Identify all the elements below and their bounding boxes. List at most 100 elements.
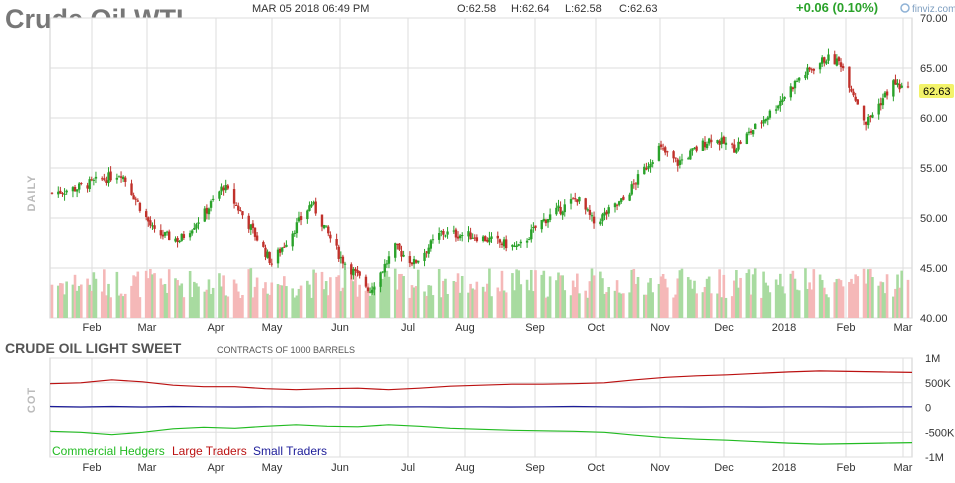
volume-bar xyxy=(636,277,640,318)
candle-body xyxy=(678,160,682,166)
candle-body xyxy=(649,163,652,168)
finviz-logo[interactable]: finviz.com xyxy=(900,3,955,15)
candle-body xyxy=(205,207,209,214)
volume-bar xyxy=(314,272,318,318)
volume-bar xyxy=(862,268,866,318)
candle-body xyxy=(555,207,558,215)
candle-body xyxy=(879,103,882,106)
candle-body xyxy=(308,205,311,211)
cot-month-tick-label: Feb xyxy=(837,462,856,474)
volume-bar xyxy=(841,286,845,318)
candle-body xyxy=(329,234,332,239)
volume-bar xyxy=(783,293,786,318)
volume-bar xyxy=(349,268,353,318)
candle-body xyxy=(239,210,242,212)
volume-bar xyxy=(56,285,60,318)
volume-bar xyxy=(320,271,324,318)
candle-body xyxy=(532,226,535,229)
volume-bar xyxy=(490,296,493,318)
candle-body xyxy=(92,179,96,181)
volume-bar xyxy=(837,278,841,318)
volume-bar xyxy=(144,270,148,318)
volume-bar xyxy=(456,273,460,318)
price-tag-value: 62.63 xyxy=(923,86,951,98)
candle-body xyxy=(119,176,123,178)
candle-body xyxy=(417,260,420,263)
month-tick-label: Mar xyxy=(138,322,157,334)
volume-bar xyxy=(628,292,631,318)
volume-bar xyxy=(806,288,809,318)
cot-series-line xyxy=(49,424,913,445)
candle-body xyxy=(797,77,801,81)
volume-bar xyxy=(749,294,753,318)
cot-tick-label: 0 xyxy=(925,403,931,415)
candle-body xyxy=(61,192,64,194)
candle-body xyxy=(442,230,445,235)
volume-bar xyxy=(167,269,171,318)
volume-bar xyxy=(92,272,96,318)
volume-bar xyxy=(134,276,138,318)
volume-bar xyxy=(527,290,531,318)
candle-body xyxy=(115,177,119,180)
candle-body xyxy=(222,187,225,191)
candle-body xyxy=(730,143,734,145)
volume-bar xyxy=(766,285,770,318)
volume-bar xyxy=(176,280,179,318)
candle-body xyxy=(837,57,841,62)
volume-bar xyxy=(548,276,552,318)
volume-bar xyxy=(691,288,694,318)
candle-body xyxy=(427,247,430,254)
candle-body xyxy=(703,141,707,148)
candle-body xyxy=(620,198,623,202)
high-readout: H:62.64 xyxy=(511,3,550,15)
volume-bar xyxy=(266,293,269,318)
candle-body xyxy=(368,291,372,293)
volume-bar xyxy=(751,274,755,318)
candle-body xyxy=(320,214,324,227)
candle-body xyxy=(540,220,543,230)
candle-body xyxy=(103,178,106,180)
candle-body xyxy=(544,219,548,224)
candle-body xyxy=(379,272,382,287)
volume-bar xyxy=(586,297,590,318)
candle-body xyxy=(211,198,215,200)
volume-bar xyxy=(647,282,650,318)
volume-bar xyxy=(270,282,274,318)
candle-body xyxy=(218,191,221,199)
volume-bar xyxy=(308,284,311,318)
volume-bar xyxy=(416,269,420,318)
candle-body xyxy=(691,148,694,151)
volume-bar xyxy=(205,289,209,318)
candle-body xyxy=(724,142,728,145)
volume-bar xyxy=(622,293,625,318)
candle-body xyxy=(149,220,152,226)
volume-bar xyxy=(753,268,757,318)
volume-bar xyxy=(182,297,186,318)
candle-body xyxy=(266,251,269,259)
candle-body xyxy=(781,99,784,103)
price-tick-label: 50.00 xyxy=(920,213,948,225)
candle-body xyxy=(517,244,520,246)
volume-bar xyxy=(511,273,514,318)
month-tick-label: Nov xyxy=(650,322,670,334)
volume-bar xyxy=(555,280,558,318)
cot-month-tick-label: Apr xyxy=(207,462,224,474)
candle-body xyxy=(188,233,192,238)
volume-bar xyxy=(149,268,152,318)
candle-body xyxy=(209,201,213,208)
candle-body xyxy=(486,239,489,242)
price-axis: 70.00 65.00 60.00 55.00 50.00 45.00 40.00 xyxy=(920,13,948,325)
candle-body xyxy=(789,86,792,98)
candle-body xyxy=(864,121,868,125)
volume-bar xyxy=(80,284,83,318)
volume-bar xyxy=(251,297,255,318)
candle-body xyxy=(525,240,529,243)
volume-bar xyxy=(268,294,271,318)
volume-bar xyxy=(557,272,560,318)
volume-bar xyxy=(203,291,207,318)
candle-body xyxy=(850,88,853,92)
candle-body xyxy=(78,183,81,190)
volume-bar xyxy=(603,293,606,318)
volume-bar xyxy=(454,281,458,318)
volume-bar xyxy=(193,281,196,318)
